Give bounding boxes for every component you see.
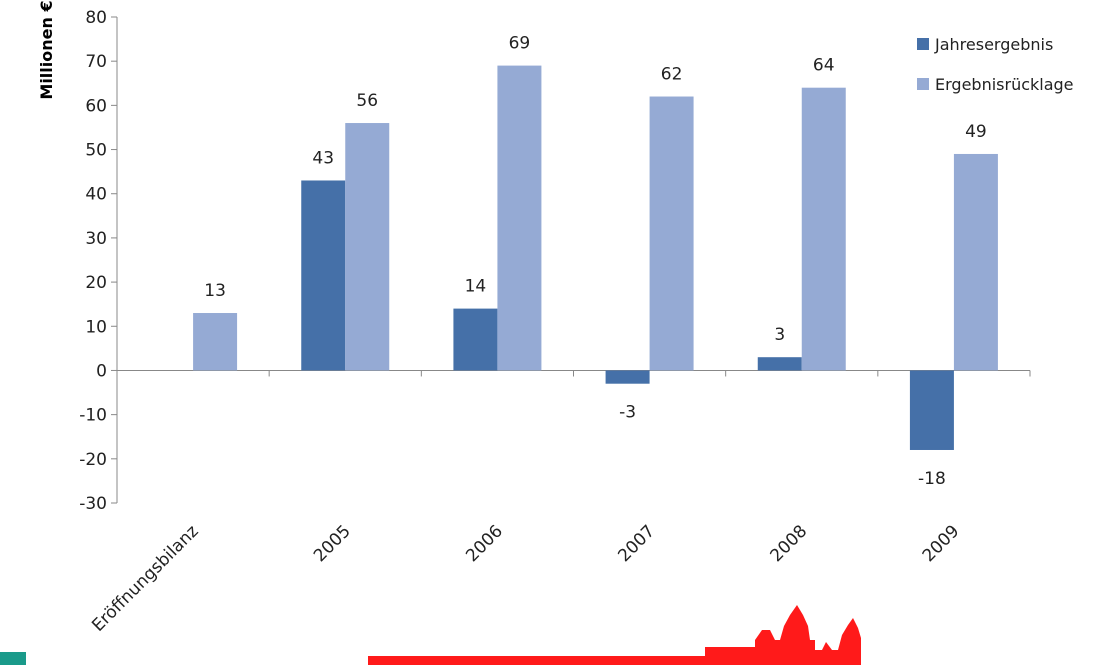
bar-ergebnisruecklage — [801, 87, 846, 371]
bar-ergebnisruecklage — [953, 153, 998, 371]
y-axis-label: Millionen € — [37, 0, 56, 99]
data-label: 43 — [312, 148, 334, 168]
x-tick-label: 2008 — [767, 521, 812, 566]
footer-accent-mark — [0, 652, 26, 665]
footer-decoration — [0, 605, 861, 665]
y-tick-label: 80 — [85, 8, 107, 28]
data-label: 49 — [965, 122, 987, 142]
y-tick-label: 10 — [85, 317, 107, 337]
bar-ergebnisruecklage — [345, 123, 390, 371]
bar-jahresergebnis — [757, 357, 802, 371]
legend-label: Jahresergebnis — [934, 35, 1053, 54]
x-tick-label: 2005 — [310, 521, 355, 566]
y-tick-label: 30 — [85, 229, 107, 249]
y-tick-label: -20 — [79, 450, 107, 470]
y-tick-label: -30 — [79, 494, 107, 514]
y-tick-label: 20 — [85, 273, 107, 293]
x-axis — [117, 369, 1031, 377]
y-tick-label: 0 — [96, 361, 107, 381]
footer-red-bar — [368, 656, 860, 665]
bar-jahresergebnis — [605, 370, 650, 384]
bar-jahresergebnis — [909, 370, 954, 450]
data-label: 69 — [509, 34, 531, 54]
data-label: 62 — [661, 65, 683, 85]
bars — [193, 65, 998, 450]
y-tick-label: 60 — [85, 96, 107, 116]
data-label: 64 — [813, 56, 835, 76]
x-tick-label: 2009 — [919, 521, 964, 566]
bar-ergebnisruecklage — [497, 65, 542, 371]
data-labels: 13 43 56 14 69 -3 62 3 64 -18 49 — [204, 34, 986, 489]
x-tick-labels: Eröffnungsbilanz 2005 2006 2007 2008 2009 — [88, 521, 963, 635]
y-tick-label: 40 — [85, 185, 107, 205]
y-axis: 80 70 60 50 40 30 20 10 0 -10 -20 -30 — [79, 8, 118, 514]
legend-swatch — [917, 38, 929, 50]
data-label: 13 — [204, 281, 226, 301]
legend: Jahresergebnis Ergebnisrücklage — [917, 35, 1074, 94]
legend-swatch — [917, 78, 929, 90]
x-tick-label: Eröffnungsbilanz — [88, 521, 202, 635]
data-label: 3 — [774, 325, 785, 345]
data-label: -18 — [918, 469, 946, 489]
y-tick-label: -10 — [79, 406, 107, 426]
data-label: 56 — [356, 91, 378, 111]
x-tick-label: 2006 — [462, 521, 507, 566]
y-tick-label: 50 — [85, 141, 107, 161]
bar-ergebnisruecklage — [649, 96, 694, 371]
bar-ergebnisruecklage — [193, 313, 238, 371]
bar-jahresergebnis — [301, 180, 346, 371]
x-tick-label: 2007 — [614, 521, 659, 566]
y-tick-label: 70 — [85, 52, 107, 72]
skyline-silhouette — [705, 605, 861, 665]
data-label: 14 — [465, 277, 487, 297]
data-label: -3 — [619, 403, 636, 423]
bar-jahresergebnis — [453, 308, 498, 371]
legend-label: Ergebnisrücklage — [935, 75, 1074, 94]
